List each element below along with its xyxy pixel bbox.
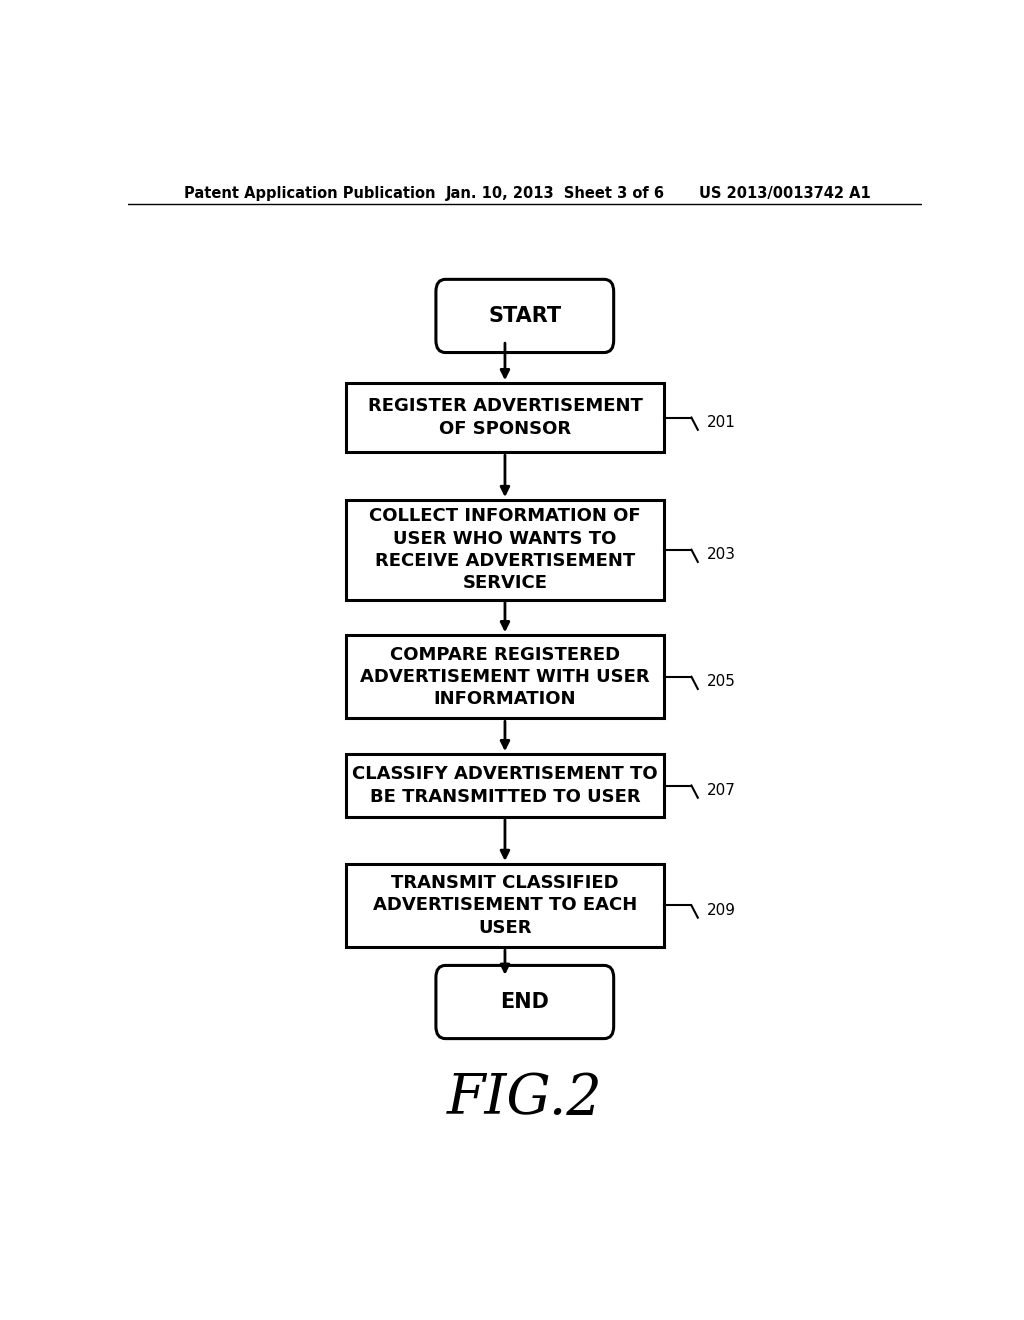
FancyBboxPatch shape <box>346 500 664 599</box>
Text: REGISTER ADVERTISEMENT
OF SPONSOR: REGISTER ADVERTISEMENT OF SPONSOR <box>368 397 642 438</box>
Text: 205: 205 <box>707 675 735 689</box>
Text: 209: 209 <box>707 903 735 917</box>
FancyBboxPatch shape <box>346 635 664 718</box>
Text: 201: 201 <box>707 416 735 430</box>
FancyBboxPatch shape <box>346 863 664 948</box>
Text: COLLECT INFORMATION OF
USER WHO WANTS TO
RECEIVE ADVERTISEMENT
SERVICE: COLLECT INFORMATION OF USER WHO WANTS TO… <box>369 507 641 591</box>
Text: US 2013/0013742 A1: US 2013/0013742 A1 <box>699 186 871 202</box>
Text: Patent Application Publication: Patent Application Publication <box>183 186 435 202</box>
FancyBboxPatch shape <box>346 754 664 817</box>
Text: 203: 203 <box>707 548 735 562</box>
Text: START: START <box>488 306 561 326</box>
Text: COMPARE REGISTERED
ADVERTISEMENT WITH USER
INFORMATION: COMPARE REGISTERED ADVERTISEMENT WITH US… <box>360 645 650 708</box>
FancyBboxPatch shape <box>346 383 664 453</box>
Text: Jan. 10, 2013  Sheet 3 of 6: Jan. 10, 2013 Sheet 3 of 6 <box>445 186 665 202</box>
Text: CLASSIFY ADVERTISEMENT TO
BE TRANSMITTED TO USER: CLASSIFY ADVERTISEMENT TO BE TRANSMITTED… <box>352 766 657 805</box>
Text: END: END <box>501 993 549 1012</box>
FancyBboxPatch shape <box>436 965 613 1039</box>
Text: FIG.2: FIG.2 <box>447 1072 602 1126</box>
Text: 207: 207 <box>707 783 735 799</box>
Text: TRANSMIT CLASSIFIED
ADVERTISEMENT TO EACH
USER: TRANSMIT CLASSIFIED ADVERTISEMENT TO EAC… <box>373 874 637 937</box>
FancyBboxPatch shape <box>436 280 613 352</box>
